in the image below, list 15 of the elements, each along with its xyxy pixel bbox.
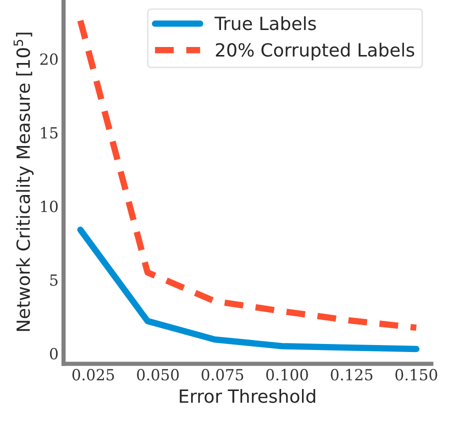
x-tick-label: 0.100 xyxy=(266,368,308,380)
legend-label: 20% Corrupted Labels xyxy=(216,42,414,60)
x-tick-label: 0.025 xyxy=(72,368,114,380)
y-tick-label: 10 xyxy=(41,200,58,212)
x-axis-title: Error Threshold xyxy=(180,388,316,403)
y-tick-label: 5 xyxy=(50,274,58,286)
legend-label: True Labels xyxy=(214,16,316,30)
x-tick-label: 0.050 xyxy=(137,368,179,380)
y-axis-title: Network Criticality Measure [10$^{5}$] xyxy=(14,32,34,331)
y-tick-label: 20 xyxy=(40,53,58,65)
x-tick-label: 0.150 xyxy=(395,368,438,380)
x-tick-label: 0.075 xyxy=(202,368,244,380)
x-tick-label: 0.125 xyxy=(330,368,372,380)
y-tick-label: 15 xyxy=(41,127,58,139)
y-tick-label: 0 xyxy=(50,348,58,360)
